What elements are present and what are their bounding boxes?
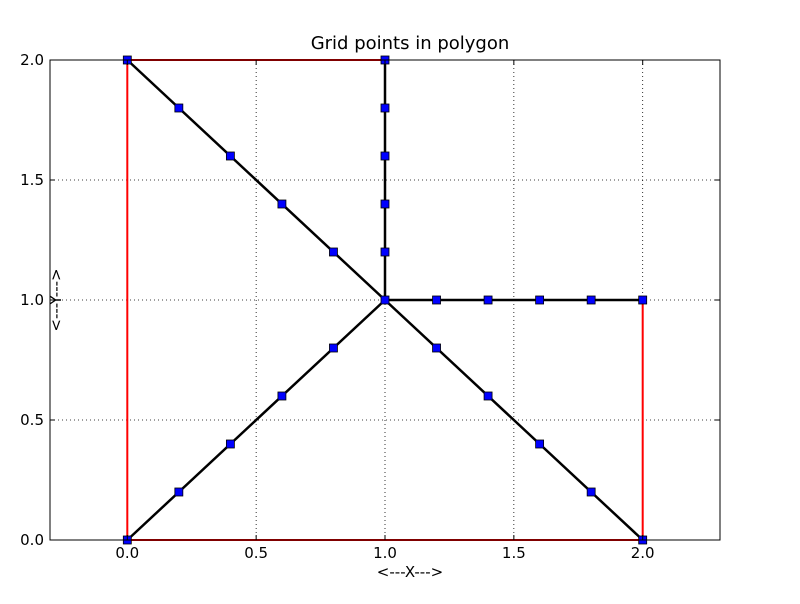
x-tick-label: 1.0 [373,544,397,562]
y-axis-label: <---Y---> [47,268,65,331]
grid-point-marker [174,103,184,113]
y-tick-label: 1.0 [20,291,44,309]
grid-point-marker [225,439,235,449]
ticks-layer: 0.0 0.5 1.0 1.5 2.0 0.0 0.5 1.0 1.5 2.0 [20,51,720,562]
grid-point-marker [277,391,287,401]
grid-point-marker [586,295,596,305]
grid-point-marker [432,343,441,353]
grid-point-marker [535,439,545,449]
grid-point-marker [380,247,390,257]
y-tick-label: 1.5 [20,171,44,189]
grid-point-marker [329,247,338,257]
grid-point-marker [380,103,390,113]
x-tick-label: 0.0 [115,544,139,562]
y-tick-label: 2.0 [20,51,44,69]
grid-point-marker [638,295,648,305]
grid-point-marker [380,151,390,161]
grid-point-marker [225,151,235,161]
grid-point-marker [483,295,493,305]
x-tick-label: 0.5 [244,544,268,562]
grid-point-marker [380,295,390,305]
grid-point-marker [329,343,338,353]
y-tick-label: 0.5 [20,411,44,429]
grid-point-marker [483,391,493,401]
grid-point-marker [586,487,596,497]
chart-title: Grid points in polygon [311,33,510,54]
y-tick-label: 0.0 [20,531,44,549]
line-segment [126,298,387,542]
grid-point-marker [277,199,287,209]
x-tick-label: 1.5 [502,544,526,562]
x-tick-label: 2.0 [631,544,655,562]
grid-point-marker [535,295,545,305]
grid-point-marker [380,199,390,209]
grid-point-marker [174,487,184,497]
x-axis-label: <---X---> [377,563,443,581]
grid-point-marker [432,295,441,305]
